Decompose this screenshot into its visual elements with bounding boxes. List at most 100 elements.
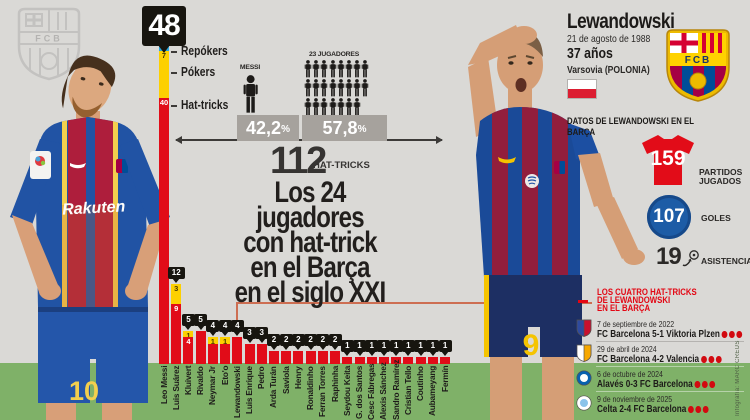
bar-value-tag: 12 xyxy=(167,267,185,284)
messi-percentage-value: 42,2 xyxy=(246,118,282,138)
club-badge-icon xyxy=(576,344,592,367)
club-badge-icon xyxy=(576,319,592,342)
bar-value-tag: 1 xyxy=(377,340,391,357)
others-pictogram-label: 23 JUGADORES xyxy=(308,51,360,58)
bar-value-tag: 4 xyxy=(230,320,244,337)
bar-rivaldo xyxy=(195,330,206,364)
bar-pedro xyxy=(256,344,267,364)
bar-value-tag: 1 xyxy=(401,340,415,357)
bar-segment-hattrick xyxy=(244,344,255,364)
legend-tick-repokers xyxy=(171,51,177,53)
bar-segment-poker: 1 xyxy=(220,337,231,346)
goals-label: GOLES xyxy=(701,213,731,223)
bar-value-tag: 1 xyxy=(365,340,379,357)
title-line-2: con hat-trick xyxy=(243,226,377,259)
others-percentage-value: 57,8 xyxy=(322,118,358,138)
birthplace-text: Varsovia (POLONIA) xyxy=(567,64,650,76)
bar-segment-hattrick xyxy=(403,357,414,364)
bar-alexis-s-nchez xyxy=(378,357,389,364)
player-name-label: Saviola xyxy=(280,366,291,394)
bar-coutinho xyxy=(415,357,426,364)
bar-value-tag: 5 xyxy=(194,313,208,330)
match-separator xyxy=(596,341,744,342)
bar-value-tag: 3 xyxy=(243,327,257,344)
messi-person-icon xyxy=(242,75,259,118)
bar-segment-hattrick xyxy=(330,350,341,364)
fcb-watermark-crest-icon: FCB xyxy=(17,7,81,81)
bar-value-tag: 2 xyxy=(279,333,293,350)
bar-value-tag: 2 xyxy=(291,333,305,350)
svg-text:FCB: FCB xyxy=(35,34,63,44)
bar-value-tag: 4 xyxy=(206,320,220,337)
bar-value-tag: 2 xyxy=(267,333,281,350)
player-name-label: Ferran Torres xyxy=(317,366,328,417)
player-name-label: Cristian Tello xyxy=(402,366,413,416)
bar-value-tag: 1 xyxy=(353,340,367,357)
bar-segment-poker: 1 xyxy=(207,337,218,346)
title-line-4: en el siglo XXI xyxy=(234,276,387,309)
bar-segment-hattrick xyxy=(354,357,365,364)
match-date: 9 de noviembre de 2025 xyxy=(597,394,673,404)
club-badge-icon xyxy=(576,369,592,392)
player-name-label: Seydou Keita xyxy=(341,366,352,417)
bar-segment-hattrick xyxy=(232,337,243,364)
bar-segment-poker: 1 xyxy=(183,330,194,339)
bar-segment-hattrick xyxy=(220,344,231,364)
matches-played-label: PARTIDOS JUGADOS xyxy=(699,167,743,186)
hattricks-header-dash xyxy=(578,300,588,303)
main-title: Los 24 jugadores con hat-trick en el Bar… xyxy=(222,176,398,309)
bar-aubameyang xyxy=(427,357,438,364)
bar-saviola xyxy=(281,350,292,364)
svg-text:Rakuten: Rakuten xyxy=(62,198,126,218)
goal-dots xyxy=(686,404,709,415)
stats-section-title: DATOS DE LEWANDOWSKI EN EL BARÇA xyxy=(567,116,694,138)
total-hattricks-number: 112 xyxy=(270,140,327,182)
goal-dots xyxy=(720,329,743,340)
bar-value-tag: 4 xyxy=(218,320,232,337)
lewandowski-photo-figure: 9 xyxy=(468,25,645,420)
bar-segment-hattrick xyxy=(207,344,218,364)
messi-photo-figure: Rakuten 10 xyxy=(10,55,170,420)
bar-henry xyxy=(293,350,304,364)
birthdate-text: 21 de agosto de 1988 xyxy=(567,33,651,45)
bar-lewandowski xyxy=(232,337,243,364)
lewandowski-connector-drop xyxy=(236,302,238,320)
bar-segment-poker: 3 xyxy=(171,284,182,305)
bar-segment-hattrick xyxy=(195,330,206,364)
player-name-label: Eto'o xyxy=(219,366,230,386)
goal-dots xyxy=(693,379,715,390)
match-row: 9 de noviembre de 2025 Celta 2-4 FC Barce… xyxy=(576,392,746,416)
svg-text:FCB: FCB xyxy=(685,55,712,66)
player-name-label: Sandro Ramírez xyxy=(390,359,401,420)
bar-value-tag: 2 xyxy=(328,333,342,350)
title-line-1: Los 24 jugadores xyxy=(256,176,364,234)
bar-segment-hattrick xyxy=(342,357,353,364)
player-name-heading: Lewandowski xyxy=(567,10,675,33)
bar-value-tag: 1 xyxy=(389,340,403,357)
messi-percentage-box: 42,2% xyxy=(237,115,299,141)
match-row: 6 de octubre de 2024 Alavés 0-3 FC Barcel… xyxy=(576,367,746,391)
match-row: 7 de septiembre de 2022 FC Barcelona 5-1 … xyxy=(576,317,746,341)
bar-segment-hattrick xyxy=(293,350,304,364)
player-name-label: Lewandowski xyxy=(231,366,242,418)
bar-segment-hattrick xyxy=(378,357,389,364)
bar-segment-hattrick xyxy=(281,350,292,364)
hattricks-section-title: LOS CUATRO HAT-TRICKS DE LEWANDOWSKI EN … xyxy=(597,287,697,314)
player-name-label: Kluivert xyxy=(182,366,193,396)
bar-segment-hattrick xyxy=(305,350,316,364)
bar-seydou-keita xyxy=(342,357,353,364)
bar-value-tag: 1 xyxy=(414,340,428,357)
bar-segment-hattrick xyxy=(317,350,328,364)
match-result: FC Barcelona 4-2 Valencia xyxy=(597,354,722,365)
bar-segment-hattrick xyxy=(366,357,377,364)
match-date: 7 de septiembre de 2022 xyxy=(597,319,675,329)
match-row: 29 de abril de 2024 FC Barcelona 4-2 Vale… xyxy=(576,342,746,366)
player-name-label: Fermín xyxy=(439,366,450,393)
legend-tick-hattricks xyxy=(171,105,177,107)
match-result: FC Barcelona 5-1 Viktoria Plzen xyxy=(597,329,743,340)
legend-tick-pokers xyxy=(171,72,177,74)
match-separator xyxy=(596,391,744,392)
age-text: 37 años xyxy=(567,45,613,62)
